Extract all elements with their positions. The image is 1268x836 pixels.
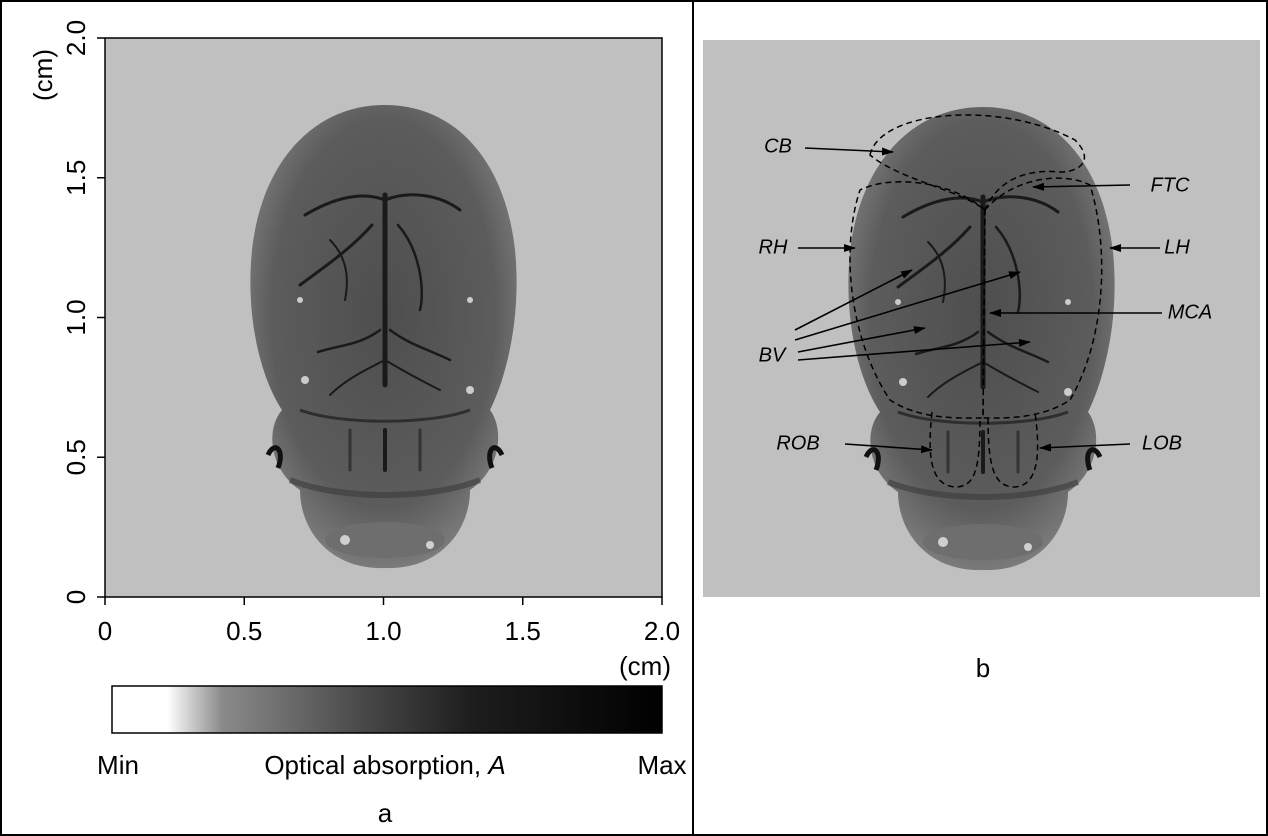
annotation: ROB [776, 432, 819, 454]
outline-cb [869, 114, 1086, 212]
y-unit: (cm) [28, 49, 58, 101]
arrow [794, 271, 1021, 341]
x-tick-label: 0.5 [226, 616, 262, 646]
annotation: FTC [1151, 174, 1190, 196]
panel-b: CB FTC RH LH MCA BV ROB LOB b [703, 40, 1260, 683]
arrows [794, 147, 1162, 454]
panel-label: a [378, 798, 393, 828]
annotation: BV [759, 344, 787, 366]
y-tick-label: 0 [61, 590, 91, 604]
x-tick-label: 1.5 [505, 616, 541, 646]
annotation: RH [759, 236, 788, 258]
annotation: LH [1164, 236, 1190, 258]
y-tick-label: 1.0 [61, 299, 91, 335]
y-tick-label: 1.5 [61, 160, 91, 196]
arrow [1032, 182, 1131, 191]
x-unit: (cm) [619, 651, 671, 681]
panel-label: b [976, 653, 990, 683]
outline-lob [987, 411, 1039, 488]
colorbar-title: Optical absorption, A [264, 750, 505, 780]
arrow [797, 326, 926, 353]
x-tick-label: 0 [98, 616, 112, 646]
arrow [794, 269, 913, 331]
region-outlines [849, 114, 1103, 488]
arrow [1039, 443, 1131, 452]
y-tick-label: 2.0 [61, 20, 91, 56]
outline-rh [849, 181, 986, 419]
colorbar-min: Min [97, 750, 139, 780]
annotation: LOB [1142, 432, 1182, 454]
panel-a: (cm) (cm) Min Optical absorption, A Max … [28, 20, 687, 828]
y-tick-label: 0.5 [61, 439, 91, 475]
x-tick-label: 2.0 [644, 616, 680, 646]
colorbar-title-text: Optical absorption, [264, 750, 481, 780]
colorbar [111, 685, 663, 734]
arrow [797, 338, 1031, 361]
colorbar-max: Max [637, 750, 686, 780]
outline-rob [929, 411, 981, 488]
colorbar-title-symbol: A [486, 750, 505, 780]
annotation: MCA [1168, 301, 1212, 323]
x-tick-label: 1.0 [365, 616, 401, 646]
outline-lh [982, 177, 1103, 419]
arrow [804, 147, 894, 156]
annotation: CB [764, 135, 792, 157]
arrow [844, 443, 933, 454]
